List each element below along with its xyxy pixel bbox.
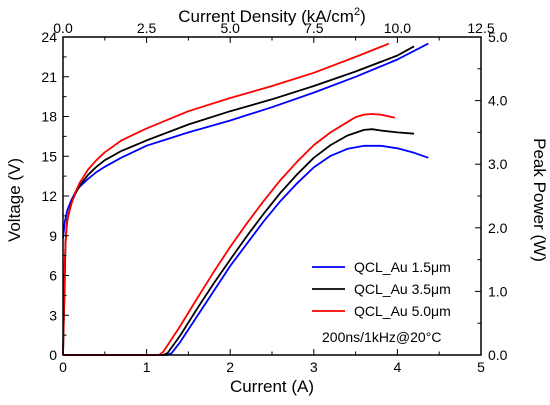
y-left-tick-label: 15 (41, 148, 57, 164)
y-left-axis-title: Voltage (V) (5, 158, 24, 242)
x-bottom-tick-label: 0 (59, 359, 67, 375)
x-top-tick-label: 5.0 (220, 20, 240, 36)
legend: QCL_Au 1.5μm QCL_Au 3.5μm QCL_Au 5.0μm (312, 259, 451, 319)
legend-label-1: QCL_Au 1.5μm (354, 259, 451, 275)
y-right-tick-label: 0.0 (488, 347, 508, 363)
y-left-tick-label: 21 (41, 69, 57, 85)
y-right-axis-title: Peak Power (W) (530, 138, 549, 262)
y-left-tick-label: 18 (41, 109, 57, 125)
y-right-tick-label: 4.0 (488, 93, 508, 109)
y-right-tick-label: 2.0 (488, 220, 508, 236)
x-bottom-tick-label: 2 (226, 359, 234, 375)
y-right-tick-label: 1.0 (488, 283, 508, 299)
power-curve-series-3 (63, 113, 396, 356)
plot-lines (62, 42, 429, 356)
y-left-tick-label: 24 (41, 29, 57, 45)
x-top-tick-label: 7.5 (304, 20, 324, 36)
x-top-tick-label: 10.0 (384, 20, 411, 36)
x-top-tick-label: 2.5 (137, 20, 157, 36)
x-bottom-tick-label: 3 (310, 359, 318, 375)
tick-labels: 0 1 2 3 4 50.0 2.5 5.0 7.5 10.0 12.503691215182124… (41, 20, 507, 375)
y-left-tick-label: 9 (49, 228, 57, 244)
y-right-tick-label: 3.0 (488, 156, 508, 172)
voltage-curve-series-3 (62, 42, 390, 356)
x-bottom-tick-label: 5 (477, 359, 485, 375)
voltage-curve-series-1 (62, 42, 429, 239)
x-top-axis-title: Current Density (kA/cm2) (178, 6, 366, 26)
legend-label-2: QCL_Au 3.5μm (354, 281, 451, 297)
power-curve-series-2 (63, 128, 415, 356)
x-bottom-tick-label: 4 (394, 359, 402, 375)
y-right-tick-label: 5.0 (488, 29, 508, 45)
x-top-tick-label: 0.0 (53, 20, 73, 36)
y-left-tick-label: 6 (49, 268, 57, 284)
x-bottom-axis-title: Current (A) (230, 377, 314, 396)
y-left-tick-label: 12 (41, 188, 57, 204)
legend-label-3: QCL_Au 5.0μm (354, 303, 451, 319)
annotation-conditions: 200ns/1kHz@20°C (322, 329, 441, 345)
axis-ticks (62, 36, 482, 356)
x-top-tick-label: 12.5 (467, 20, 494, 36)
y-left-tick-label: 0 (49, 347, 57, 363)
x-bottom-tick-label: 1 (143, 359, 151, 375)
y-left-tick-label: 3 (49, 307, 57, 323)
power-curve-series-1 (63, 144, 429, 356)
